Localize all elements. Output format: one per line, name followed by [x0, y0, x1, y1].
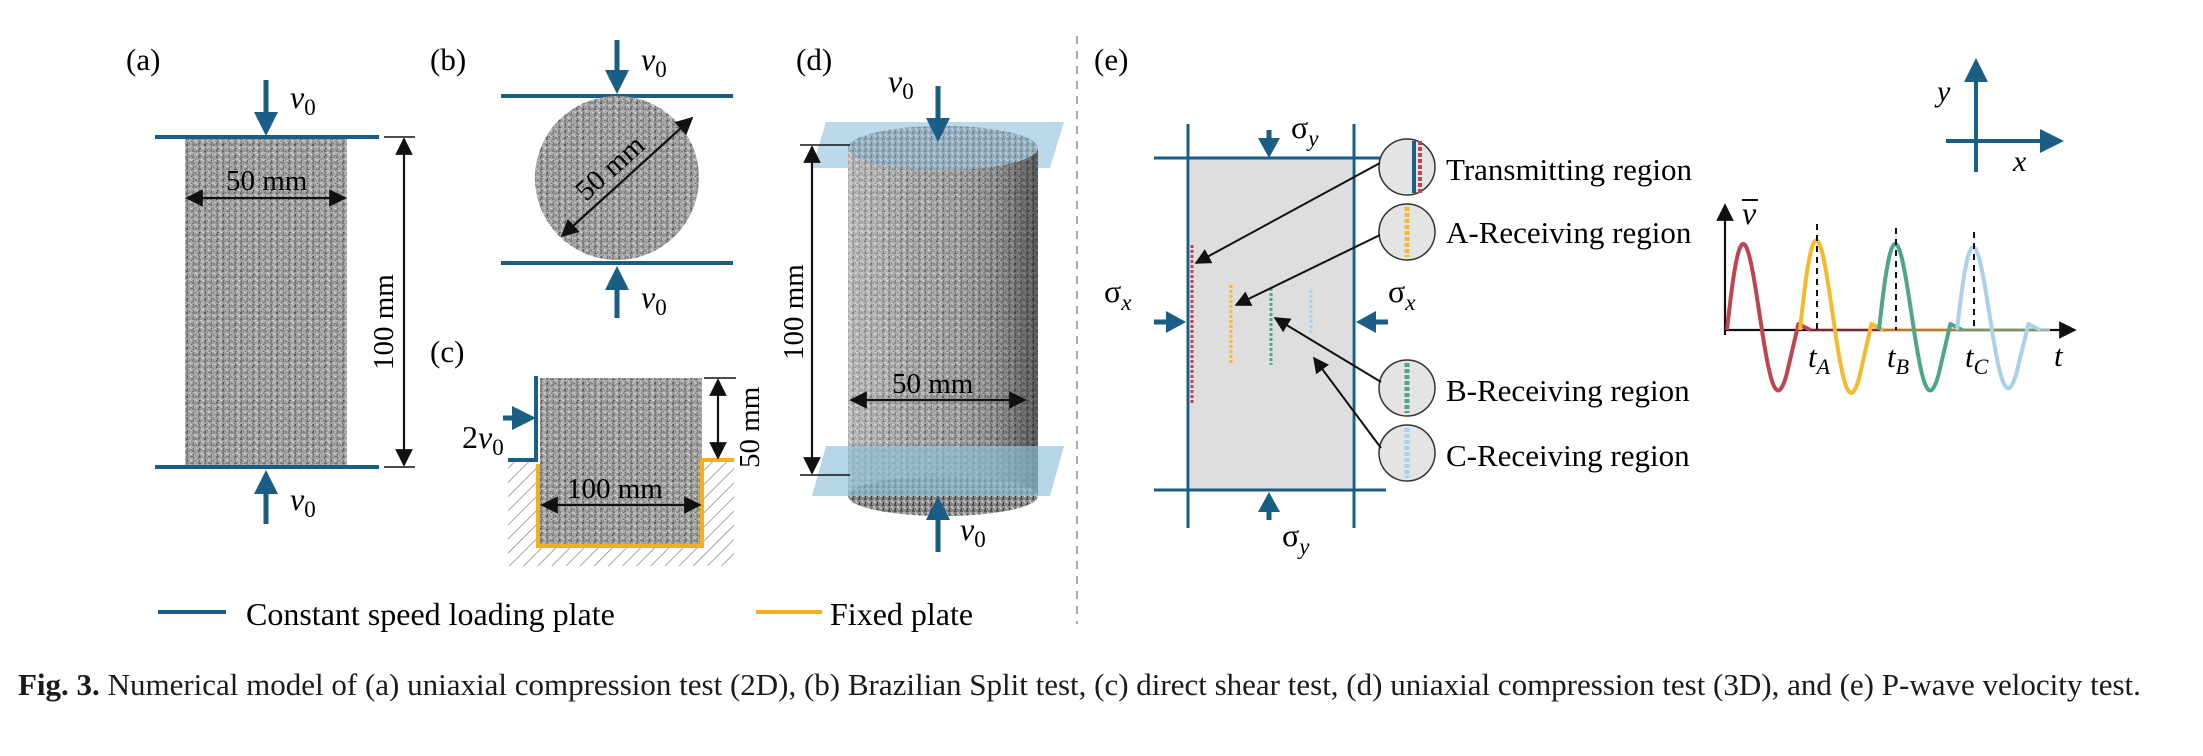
loading-plate-shear	[508, 376, 538, 462]
panel-c-side-velocity: 2v0	[462, 419, 504, 460]
coordinate-axes-icon	[1946, 58, 2064, 172]
transmitting-wave	[1725, 242, 1812, 393]
panel-a: (a) v0 v0 50 mm 100 mm	[126, 42, 415, 524]
arrow-up-icon	[926, 496, 950, 552]
plot-v-label: v	[1742, 195, 1757, 231]
panel-a-top-velocity: v0	[290, 79, 316, 120]
b-receiving-wave	[1877, 242, 1964, 393]
sigma-y-bottom-arrow-icon	[1258, 492, 1280, 520]
b-receiving-zoom-circle	[1378, 359, 1436, 417]
arrow-down-icon	[926, 86, 950, 142]
panel-c-height-dim: 50 mm	[734, 386, 766, 468]
arrow-up-icon	[254, 470, 278, 524]
caption-text: Numerical model of (a) uniaxial compress…	[99, 667, 2141, 702]
panel-b-top-velocity: v0	[641, 41, 667, 82]
panel-c-label: (c)	[430, 334, 464, 369]
panel-c-width-dim: 100 mm	[567, 473, 663, 505]
panel-a-height-dim: 100 mm	[368, 274, 400, 370]
plot-t-label: t	[2054, 338, 2064, 373]
region-label-c-receiving: C-Receiving region	[1446, 438, 1690, 473]
a-receiving-pointer	[1234, 234, 1381, 306]
panel-e-label: (e)	[1094, 42, 1128, 77]
loading-plate-3d-bottom	[812, 446, 1064, 496]
panel-d-top-velocity: v0	[888, 63, 914, 104]
region-label-b-receiving: B-Receiving region	[1446, 373, 1690, 408]
t-c-label: tC	[1965, 339, 1989, 379]
panel-a-width-dim: 50 mm	[226, 165, 308, 197]
sigma-x-left-arrow-icon	[1154, 311, 1186, 333]
panel-d-label: (d)	[796, 42, 832, 77]
panel-d: (d) v0 v0 100 mm 50 mm	[778, 42, 1064, 552]
c-receiving-pointer	[1313, 356, 1382, 449]
transmitting-pointer	[1194, 162, 1381, 264]
panel-d-height-dim: 100 mm	[778, 264, 810, 360]
axis-y-label: y	[1934, 75, 1951, 108]
sigma-x-left: σx	[1104, 273, 1132, 315]
panel-b-label: (b)	[430, 42, 466, 77]
c-receiving-wave	[1955, 245, 2042, 391]
diameter-dimension	[560, 116, 694, 238]
sigma-x-right-arrow-icon	[1356, 311, 1388, 333]
t-b-label: tB	[1887, 339, 1909, 379]
legend-loading-plate-label: Constant speed loading plate	[246, 596, 615, 632]
axis-x-label: x	[2012, 145, 2027, 178]
arrow-right-icon	[503, 406, 536, 430]
panel-a-bottom-velocity: v0	[290, 481, 316, 522]
c-receiving-zoom-circle	[1378, 424, 1436, 482]
panel-d-bottom-velocity: v0	[960, 511, 986, 552]
figure-canvas: (a) v0 v0 50 mm 100 mm (b) v0	[126, 36, 2077, 632]
panel-c: (c) 2v0 100 mm 50 mm	[430, 334, 766, 566]
sigma-y-top-arrow-icon	[1258, 130, 1280, 158]
waveforms	[1725, 238, 2050, 395]
arrow-down-icon	[254, 80, 278, 136]
t-a-label: tA	[1808, 339, 1831, 379]
panel-d-diameter-dim: 50 mm	[892, 368, 974, 400]
fixed-plate-shear	[536, 458, 734, 548]
region-label-a-receiving: A-Receiving region	[1446, 215, 1692, 250]
transmitting-zoom-circle	[1378, 138, 1436, 196]
figure-caption: Fig. 3. Numerical model of (a) uniaxial …	[18, 664, 2188, 706]
legend: Constant speed loading plate Fixed plate	[158, 596, 973, 632]
caption-label: Fig. 3.	[18, 667, 100, 702]
b-receiving-pointer	[1273, 317, 1382, 383]
region-label-transmitting: Transmitting region	[1446, 152, 1693, 187]
sigma-y-bottom: σy	[1282, 517, 1310, 559]
arrow-up-icon	[605, 266, 629, 318]
legend-fixed-plate-label: Fixed plate	[830, 596, 973, 632]
sigma-y-top: σy	[1291, 109, 1319, 151]
panel-a-label: (a)	[126, 42, 160, 77]
arrow-down-icon	[605, 40, 629, 94]
panel-e: (e) σy σy σx σx	[1094, 42, 2077, 559]
a-receiving-wave	[1798, 238, 1885, 395]
a-receiving-zoom-circle	[1378, 203, 1436, 261]
panel-b: (b) v0 v0 50 mm	[430, 40, 733, 320]
sigma-x-right: σx	[1388, 273, 1416, 315]
panel-b-bottom-velocity: v0	[641, 279, 667, 320]
